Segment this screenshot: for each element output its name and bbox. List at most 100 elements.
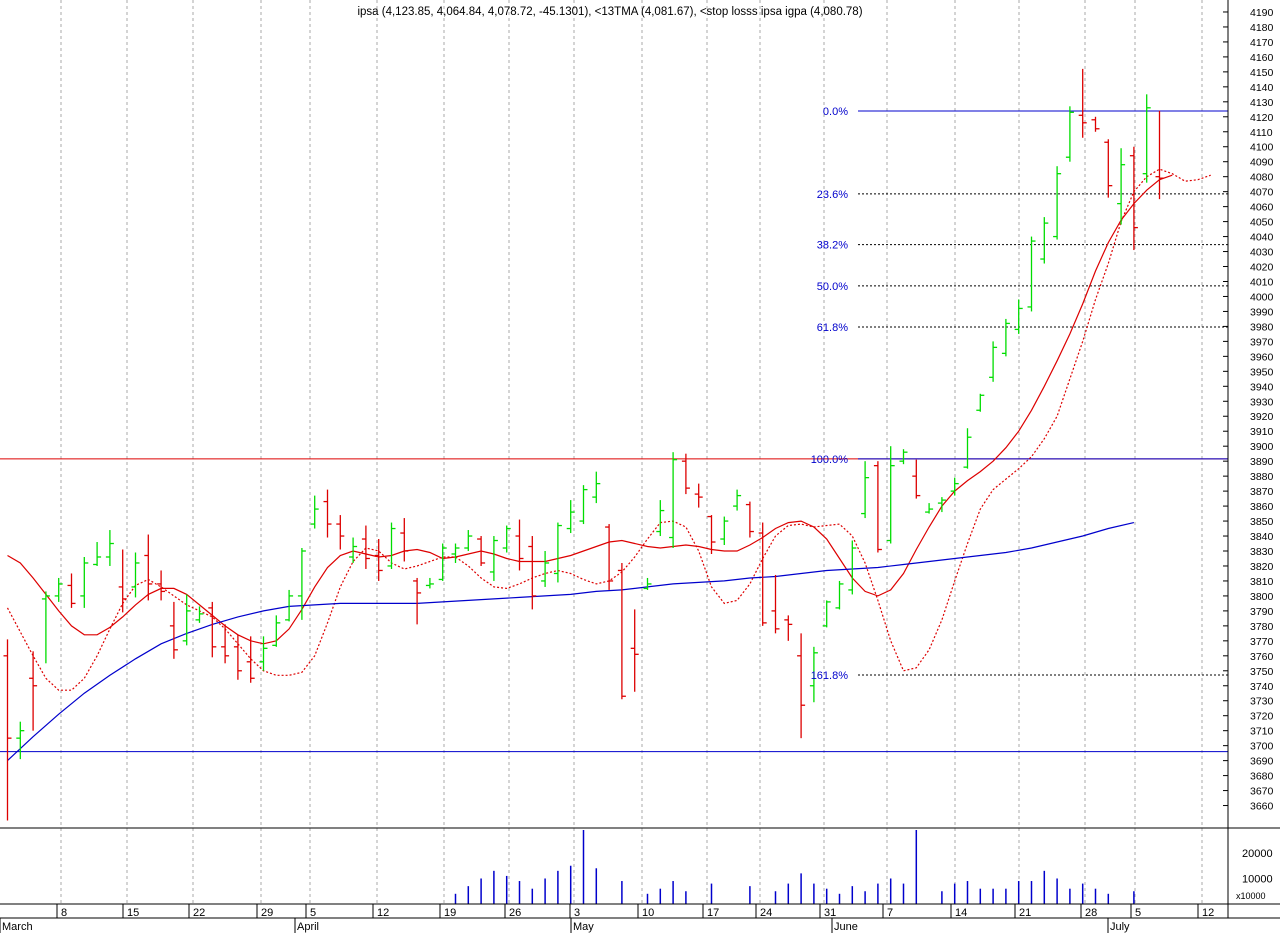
- ohlc-bar: [489, 536, 498, 581]
- ohlc-bar: [963, 428, 972, 469]
- month-label: March: [2, 921, 33, 933]
- ohlc-bar: [617, 562, 626, 700]
- price-tick-label: 3870: [1250, 486, 1274, 498]
- ohlc-bar: [1001, 318, 1010, 357]
- price-tick-label: 4030: [1250, 247, 1274, 259]
- volume-bars: [454, 830, 1135, 904]
- ohlc-bar: [387, 522, 396, 569]
- price-tick-label: 4050: [1250, 217, 1274, 229]
- price-tick-label: 4140: [1250, 82, 1274, 94]
- price-tick-label: 4100: [1250, 142, 1274, 154]
- price-tick-label: 3910: [1250, 426, 1274, 438]
- month-label: July: [1110, 921, 1130, 933]
- price-tick-label: 4110: [1250, 127, 1273, 139]
- ohlc-bar: [41, 591, 50, 664]
- price-tick-label: 3660: [1250, 801, 1274, 813]
- price-tick-label: 4150: [1250, 67, 1274, 79]
- fib-level-label: 50.0%: [817, 281, 848, 293]
- ohlc-bar: [297, 548, 306, 620]
- month-label: June: [834, 921, 858, 933]
- ohlc-bar: [592, 471, 601, 504]
- ohlc-bar: [246, 636, 255, 683]
- ohlc-bar: [93, 542, 102, 566]
- fib-level-label: 61.8%: [817, 322, 848, 334]
- ohlc-bar: [656, 500, 665, 537]
- date-tick-label: 17: [707, 907, 719, 919]
- ohlc-bar: [29, 651, 38, 731]
- ohlc-bar: [259, 636, 268, 671]
- date-tick-label: 15: [127, 907, 139, 919]
- ohlc-bar: [208, 601, 217, 658]
- grid: [60, 0, 1228, 904]
- date-tick-label: 28: [1085, 907, 1097, 919]
- volume-tick-label: 20000: [1242, 848, 1273, 860]
- price-tick-label: 3720: [1250, 711, 1274, 723]
- ma-dotted-line: [6, 168, 1211, 691]
- ohlc-bar: [233, 634, 242, 680]
- ohlc-bar: [1129, 146, 1138, 251]
- ohlc-bar: [1117, 148, 1126, 225]
- ohlc-bar: [1027, 236, 1036, 312]
- price-tick-label: 3860: [1250, 501, 1274, 513]
- ohlc-bar: [541, 551, 550, 587]
- price-tick-label: 3920: [1250, 411, 1274, 423]
- ohlc-bar: [797, 633, 806, 739]
- ohlc-bar: [630, 609, 639, 692]
- ohlc-bar: [54, 577, 63, 602]
- ohlc-bar: [1104, 139, 1113, 198]
- price-tick-label: 3680: [1250, 771, 1274, 783]
- ohlc-bar: [67, 573, 76, 608]
- price-tick-label: 3810: [1250, 576, 1274, 588]
- ohlc-bar: [643, 577, 652, 590]
- ohlc-bar: [464, 530, 473, 552]
- ohlc-bar: [182, 594, 191, 646]
- price-tick-label: 4060: [1250, 202, 1274, 214]
- price-tick-label: 3750: [1250, 666, 1274, 678]
- ohlc-bar: [1142, 94, 1151, 183]
- ohlc-bar: [3, 639, 12, 821]
- price-tick-label: 4160: [1250, 52, 1274, 64]
- price-tick-label: 3730: [1250, 696, 1274, 708]
- price-tick-label: 3700: [1250, 741, 1274, 753]
- ohlc-bar: [950, 477, 959, 496]
- ohlc-bar: [720, 516, 729, 546]
- volume-tick-label: 10000: [1242, 873, 1273, 885]
- date-tick-label: 5: [1135, 907, 1141, 919]
- price-tick-label: 3770: [1250, 636, 1274, 648]
- ohlc-bar: [285, 589, 294, 622]
- labels: 0.0% 23.6% 38.2% 50.0% 61.8% 100.0% 161.8% 3660…: [2, 7, 1274, 933]
- fib-level-label: 23.6%: [817, 189, 848, 201]
- price-tick-label: 4190: [1250, 7, 1274, 19]
- price-tick-label: 3850: [1250, 516, 1274, 528]
- ohlc-bar: [105, 530, 114, 566]
- ohlc-bar: [873, 461, 882, 553]
- date-tick-label: 7: [887, 907, 893, 919]
- ohlc-bar: [310, 495, 319, 529]
- price-tick-label: 4170: [1250, 37, 1274, 49]
- ohlc-bar: [835, 580, 844, 610]
- price-bars: [3, 68, 1164, 821]
- fib-level-label: 0.0%: [823, 106, 848, 118]
- ohlc-bar: [425, 577, 434, 589]
- ohlc-bar: [925, 503, 934, 514]
- price-tick-label: 4020: [1250, 262, 1274, 274]
- ohlc-bar: [809, 646, 818, 703]
- moving-averages: [6, 168, 1211, 762]
- ohlc-bar: [272, 615, 281, 647]
- price-tick-label: 3760: [1250, 651, 1274, 663]
- date-tick-label: 3: [574, 907, 580, 919]
- date-tick-label: 10: [642, 907, 654, 919]
- ohlc-bar: [118, 549, 127, 613]
- price-tick-label: 3990: [1250, 306, 1274, 318]
- price-tick-label: 3790: [1250, 606, 1274, 618]
- ohlc-bar: [579, 485, 588, 525]
- ohlc-bar: [336, 515, 345, 550]
- date-tick-label: 14: [955, 907, 967, 919]
- date-tick-label: 19: [444, 907, 456, 919]
- date-tick-label: 5: [310, 907, 316, 919]
- price-tick-label: 3950: [1250, 366, 1274, 378]
- ohlc-bar: [822, 600, 831, 628]
- ohlc-bar: [361, 525, 370, 569]
- price-tick-label: 3900: [1250, 441, 1274, 453]
